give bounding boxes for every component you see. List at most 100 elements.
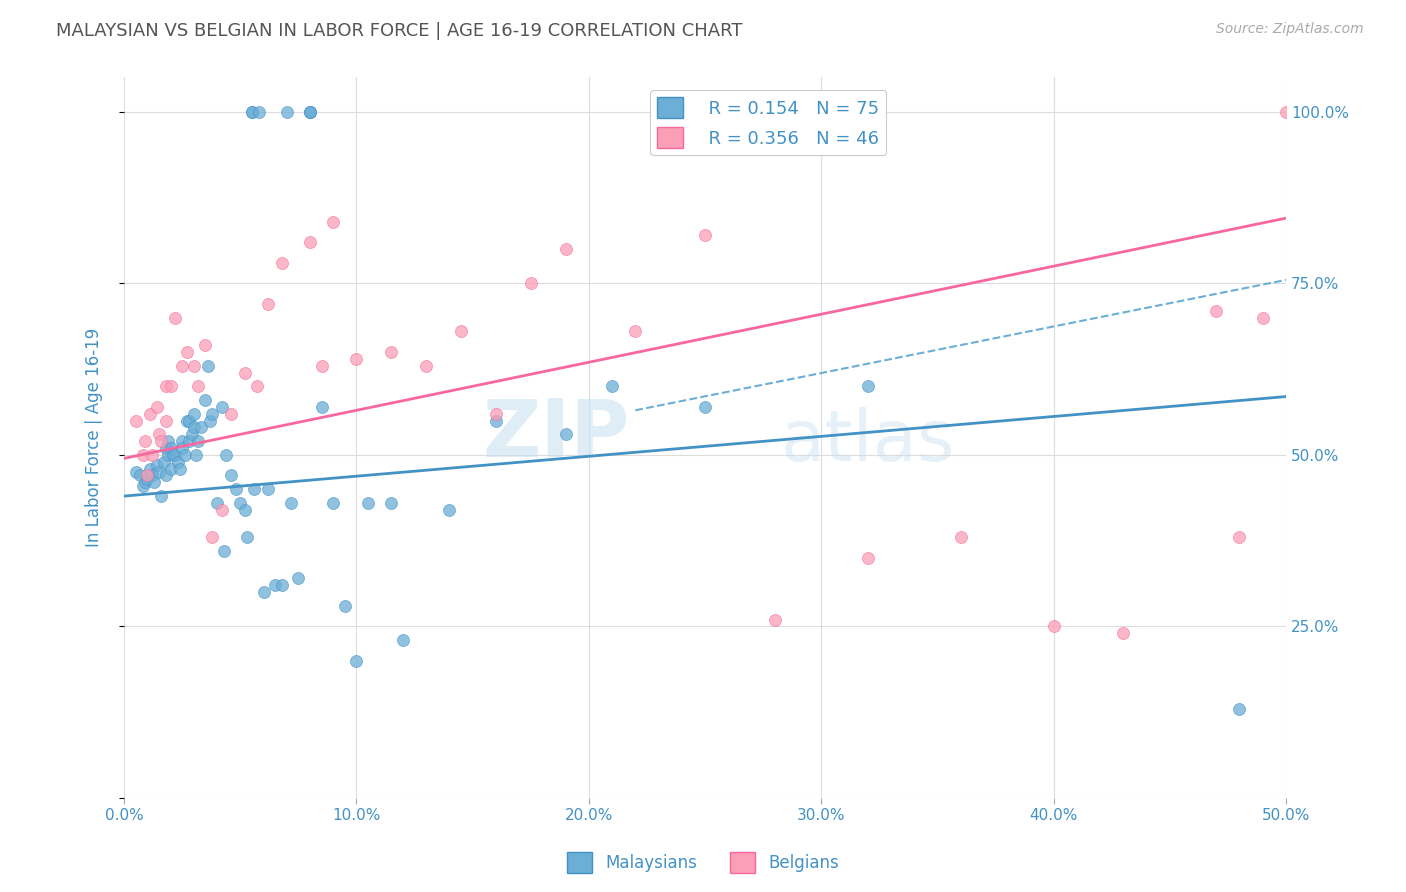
Point: [1229, 702, 1251, 716]
Point: [150, 434, 173, 449]
Point: [287, 571, 309, 585]
Point: [346, 351, 368, 366]
Point: [243, 482, 266, 496]
Point: [132, 479, 155, 493]
Point: [264, 578, 287, 592]
Point: [211, 503, 233, 517]
Point: [380, 496, 402, 510]
Point: [240, 104, 263, 119]
Point: [176, 345, 198, 359]
Point: [245, 379, 267, 393]
Point: [233, 503, 256, 517]
Point: [554, 427, 576, 442]
Point: [159, 441, 181, 455]
Point: [520, 277, 543, 291]
Point: [333, 599, 356, 613]
Point: [125, 414, 148, 428]
Point: [257, 482, 280, 496]
Point: [211, 400, 233, 414]
Point: [311, 400, 333, 414]
Point: [693, 400, 716, 414]
Point: [141, 468, 163, 483]
Point: [357, 496, 380, 510]
Point: [157, 434, 180, 449]
Point: [141, 448, 163, 462]
Point: [179, 414, 201, 428]
Point: [624, 324, 647, 338]
Point: [205, 496, 228, 510]
Point: [145, 458, 167, 473]
Point: [392, 633, 415, 648]
Point: [225, 482, 247, 496]
Point: [155, 441, 177, 455]
Point: [197, 359, 219, 373]
Point: [134, 475, 156, 490]
Point: [247, 104, 270, 119]
Point: [173, 448, 195, 462]
Point: [212, 544, 235, 558]
Point: [138, 461, 160, 475]
Point: [322, 214, 344, 228]
Point: [183, 420, 205, 434]
Point: [155, 468, 177, 483]
Point: [194, 338, 217, 352]
Point: [159, 379, 181, 393]
Point: [169, 461, 191, 475]
Point: [450, 324, 472, 338]
Text: atlas: atlas: [780, 407, 955, 475]
Point: [219, 468, 242, 483]
Point: [152, 455, 174, 469]
Point: [215, 448, 238, 462]
Point: [299, 235, 322, 249]
Point: [136, 472, 159, 486]
Point: [554, 242, 576, 256]
Point: [219, 407, 242, 421]
Point: [229, 496, 252, 510]
Point: [148, 427, 170, 442]
Point: [1042, 619, 1064, 633]
Point: [198, 414, 221, 428]
Point: [280, 496, 302, 510]
Point: [155, 414, 177, 428]
Point: [134, 434, 156, 449]
Point: [299, 104, 322, 119]
Point: [1251, 310, 1274, 325]
Point: [276, 104, 298, 119]
Point: [129, 468, 152, 483]
Legend: Malaysians, Belgians: Malaysians, Belgians: [560, 846, 846, 880]
Point: [763, 613, 786, 627]
Point: [322, 496, 344, 510]
Point: [240, 104, 263, 119]
Point: [693, 228, 716, 243]
Point: [136, 468, 159, 483]
Point: [252, 585, 274, 599]
Text: MALAYSIAN VS BELGIAN IN LABOR FORCE | AGE 16-19 CORRELATION CHART: MALAYSIAN VS BELGIAN IN LABOR FORCE | AG…: [56, 22, 742, 40]
Y-axis label: In Labor Force | Age 16-19: In Labor Force | Age 16-19: [86, 328, 103, 548]
Point: [236, 530, 259, 544]
Point: [157, 448, 180, 462]
Text: Source: ZipAtlas.com: Source: ZipAtlas.com: [1216, 22, 1364, 37]
Point: [856, 379, 879, 393]
Point: [201, 530, 224, 544]
Point: [1275, 104, 1298, 119]
Point: [299, 104, 322, 119]
Point: [380, 345, 402, 359]
Text: ZIP: ZIP: [482, 395, 630, 473]
Legend:   R = 0.154   N = 75,   R = 0.356   N = 46: R = 0.154 N = 75, R = 0.356 N = 46: [650, 90, 886, 155]
Point: [125, 465, 148, 479]
Point: [165, 310, 187, 325]
Point: [180, 427, 202, 442]
Point: [190, 420, 212, 434]
Point: [485, 407, 508, 421]
Point: [186, 448, 208, 462]
Point: [176, 414, 198, 428]
Point: [233, 366, 256, 380]
Point: [271, 578, 294, 592]
Point: [187, 379, 209, 393]
Point: [143, 475, 166, 490]
Point: [187, 434, 209, 449]
Point: [165, 448, 187, 462]
Point: [172, 359, 194, 373]
Point: [257, 297, 280, 311]
Point: [132, 448, 155, 462]
